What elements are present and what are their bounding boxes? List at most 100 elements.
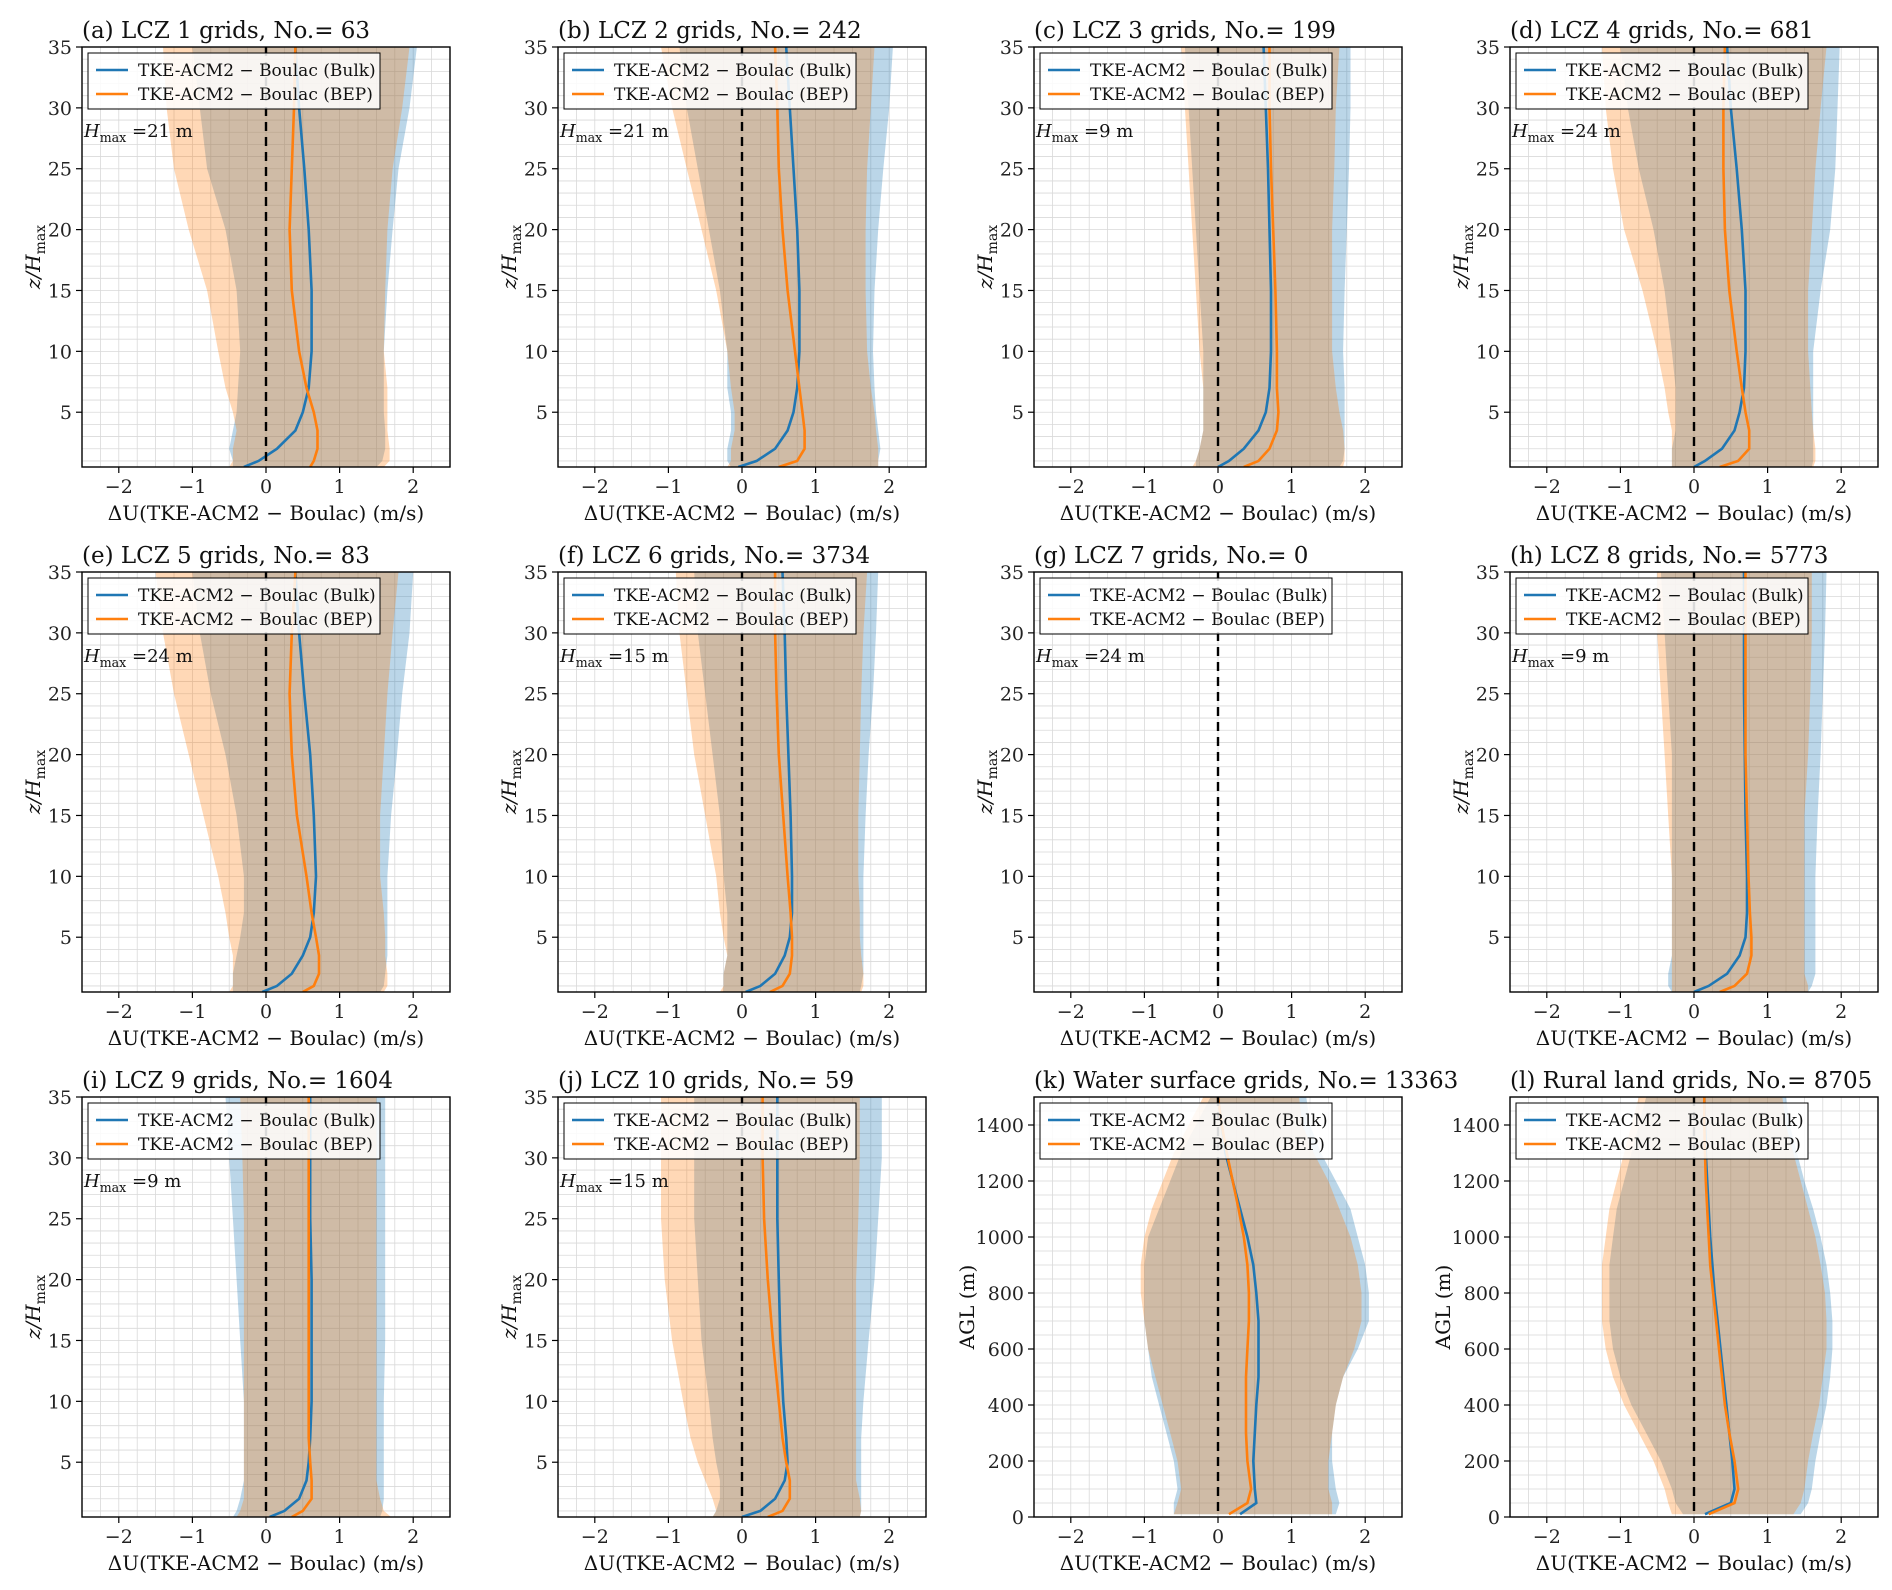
legend-label-bep: TKE-ACM2 − Boulac (BEP) [138, 1135, 373, 1155]
y-tick-label: 25 [524, 1209, 548, 1231]
hmax-annotation: Hmax =24 m [1511, 121, 1621, 145]
band-bulk [1660, 572, 1827, 992]
y-tick-label: 35 [1476, 37, 1500, 59]
y-tick-label: 25 [1476, 159, 1500, 181]
y-tick-label: 35 [48, 562, 72, 584]
x-tick-label: 1 [334, 1526, 346, 1548]
legend: TKE-ACM2 − Boulac (Bulk) TKE-ACM2 − Boula… [87, 52, 381, 110]
y-tick-label: 15 [48, 805, 72, 827]
hmax-annotation: Hmax =15 m [559, 1171, 669, 1195]
x-tick-label: 2 [1835, 1001, 1847, 1023]
panel-title: (a) LCZ 1 grids, No.= 63 [82, 18, 370, 44]
y-tick-label: 15 [1000, 280, 1024, 302]
hmax-annotation: Hmax =15 m [559, 646, 669, 670]
y-tick-label: 30 [1476, 98, 1500, 120]
y-axis-label: z/Hmax [973, 225, 1001, 290]
y-tick-label: 10 [1000, 866, 1024, 888]
hmax-annotation: Hmax =21 m [559, 121, 669, 145]
x-axis-label: ΔU(TKE-ACM2 − Boulac) (m/s) [1060, 1551, 1376, 1575]
legend: TKE-ACM2 − Boulac (Bulk) TKE-ACM2 − Boula… [87, 1102, 381, 1160]
legend: TKE-ACM2 − Boulac (Bulk) TKE-ACM2 − Boula… [1515, 52, 1809, 110]
legend-label-bep: TKE-ACM2 − Boulac (BEP) [1566, 85, 1801, 105]
legend: TKE-ACM2 − Boulac (Bulk) TKE-ACM2 − Boula… [1039, 577, 1333, 635]
y-tick-label: 800 [1464, 1283, 1500, 1305]
series-line-bep [1216, 1097, 1253, 1516]
x-tick-label: 1 [1286, 1001, 1298, 1023]
y-tick-label: 5 [536, 927, 548, 949]
y-tick-label: 1200 [1452, 1171, 1500, 1193]
x-tick-label: 0 [736, 1526, 748, 1548]
y-tick-label: 35 [1000, 37, 1024, 59]
y-tick-label: 25 [48, 159, 72, 181]
x-tick-label: 0 [736, 476, 748, 498]
band-bep [661, 47, 879, 467]
legend-label-bep: TKE-ACM2 − Boulac (BEP) [138, 610, 373, 630]
y-tick-label: 0 [1012, 1507, 1024, 1529]
y-tick-label: 20 [524, 745, 548, 767]
band-bep [163, 47, 410, 467]
y-tick-label: 5 [536, 402, 548, 424]
y-tick-label: 20 [48, 745, 72, 767]
legend-label-bulk: TKE-ACM2 − Boulac (Bulk) [1566, 586, 1804, 606]
x-tick-label: −1 [1130, 476, 1158, 498]
y-tick-label: 30 [48, 1148, 72, 1170]
y-tick-label: 35 [524, 37, 548, 59]
x-tick-label: 0 [1212, 476, 1224, 498]
band-bep [155, 572, 399, 992]
x-tick-label: 2 [883, 476, 895, 498]
x-tick-label: 2 [407, 476, 419, 498]
legend-label-bulk: TKE-ACM2 − Boulac (Bulk) [614, 586, 852, 606]
x-tick-label: 0 [736, 1001, 748, 1023]
x-tick-label: 0 [1212, 1526, 1224, 1548]
y-tick-label: 1000 [1452, 1227, 1500, 1249]
panel-title: (h) LCZ 8 grids, No.= 5773 [1510, 543, 1828, 569]
y-tick-label: 30 [1000, 623, 1024, 645]
legend-label-bep: TKE-ACM2 − Boulac (BEP) [1090, 85, 1325, 105]
legend-box [87, 52, 381, 110]
y-tick-label: 20 [524, 220, 548, 242]
series-line-bulk [1693, 572, 1749, 992]
x-tick-label: −2 [105, 1001, 133, 1023]
legend-label-bulk: TKE-ACM2 − Boulac (Bulk) [1566, 1111, 1804, 1131]
series-line-bep [1719, 572, 1753, 992]
y-tick-label: 20 [48, 220, 72, 242]
legend: TKE-ACM2 − Boulac (Bulk) TKE-ACM2 − Boula… [87, 577, 381, 635]
y-tick-label: 600 [988, 1339, 1024, 1361]
y-axis-label: z/Hmax [1449, 225, 1477, 290]
y-tick-label: 15 [48, 280, 72, 302]
y-tick-label: 25 [524, 159, 548, 181]
y-axis-label-text: z/Hmax [973, 225, 1001, 290]
x-tick-label: −2 [105, 1526, 133, 1548]
panel-title: (i) LCZ 9 grids, No.= 1604 [82, 1068, 393, 1094]
y-tick-label: 800 [988, 1283, 1024, 1305]
x-tick-label: −1 [1606, 1001, 1634, 1023]
x-axis-label: ΔU(TKE-ACM2 − Boulac) (m/s) [1536, 1026, 1852, 1050]
x-tick-label: −2 [581, 1001, 609, 1023]
legend-label-bulk: TKE-ACM2 − Boulac (Bulk) [138, 1111, 376, 1131]
y-tick-label: 10 [48, 341, 72, 363]
legend-box [87, 577, 381, 635]
y-tick-label: 5 [60, 402, 72, 424]
y-tick-label: 30 [524, 623, 548, 645]
x-axis-label: ΔU(TKE-ACM2 − Boulac) (m/s) [584, 1551, 900, 1575]
x-tick-label: −1 [1130, 1001, 1158, 1023]
series-line-bulk [269, 1097, 313, 1517]
x-tick-label: 0 [1212, 1001, 1224, 1023]
x-tick-label: 2 [883, 1526, 895, 1548]
y-tick-label: 25 [48, 1209, 72, 1231]
x-tick-label: −2 [105, 476, 133, 498]
y-tick-label: 35 [524, 562, 548, 584]
x-tick-label: 0 [260, 476, 272, 498]
y-tick-label: 30 [524, 98, 548, 120]
panel-title: (e) LCZ 5 grids, No.= 83 [82, 543, 370, 569]
y-tick-label: 15 [524, 805, 548, 827]
x-tick-label: 0 [1688, 476, 1700, 498]
y-axis-label-text: z/Hmax [21, 1275, 49, 1340]
y-tick-label: 5 [1012, 402, 1024, 424]
legend-label-bulk: TKE-ACM2 − Boulac (Bulk) [138, 586, 376, 606]
